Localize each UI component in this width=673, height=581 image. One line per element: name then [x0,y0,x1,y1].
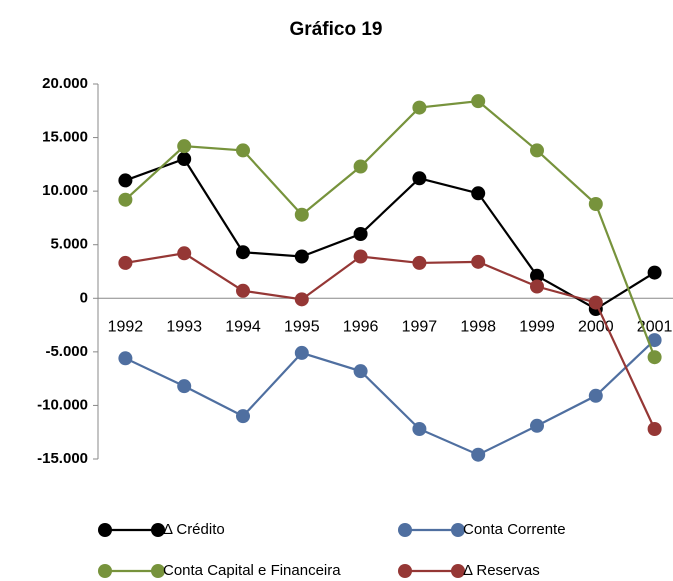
y-tick-label: -10.000 [37,396,88,413]
series-line [125,157,656,311]
marker [588,388,603,403]
marker [530,143,544,158]
marker [294,292,309,307]
y-tick-label: -15.000 [37,450,88,467]
marker [118,255,133,270]
marker [236,409,250,424]
x-tick-label: 1993 [166,319,202,336]
y-tick-label: 5.000 [50,236,88,253]
marker [530,418,544,433]
legend-marker [151,523,165,537]
y-tick-label: 0 [80,289,88,306]
x-tick-label: 1992 [108,319,144,336]
legend-label: Conta Corrente [463,521,566,538]
marker [236,283,250,298]
series-line [124,339,656,456]
x-tick-label: 1997 [402,319,438,336]
marker [177,152,192,166]
legend-marker [451,564,465,578]
chart-title: Gráfico 19 [290,19,383,40]
marker [471,254,486,269]
marker [588,295,603,310]
legend-marker [451,523,465,537]
marker [353,249,368,264]
marker [177,139,192,154]
legend-label: Δ Crédito [163,521,225,538]
legend-marker [398,523,412,537]
marker [647,422,662,436]
marker [236,245,250,260]
marker [353,159,368,174]
marker [471,447,486,462]
legend-marker [98,564,112,578]
marker [588,197,603,211]
x-tick-label: 1999 [519,319,555,336]
marker [294,207,309,222]
marker [412,171,427,186]
marker [353,227,368,241]
marker [471,94,486,109]
marker [530,279,544,294]
marker [236,143,250,158]
series-line [125,252,656,430]
marker [471,186,486,201]
marker [530,268,544,283]
legend-marker [98,523,112,537]
x-tick-label: 1994 [225,319,261,336]
legend-label: Conta Capital e Financeira [163,562,341,579]
legend-label: Δ Reservas [463,562,540,579]
y-tick-label: -5.000 [45,343,88,360]
marker [353,364,368,379]
series-line [124,99,656,358]
marker [177,379,192,394]
marker [118,173,133,188]
x-tick-label: 1995 [284,319,320,336]
marker [294,345,309,360]
marker [647,265,662,280]
x-tick-label: 1998 [460,319,496,336]
y-tick-label: 10.000 [42,182,88,199]
legend-marker [151,564,165,578]
x-tick-label: 1996 [343,319,379,336]
marker [647,350,662,365]
y-tick-label: 20.000 [42,75,88,92]
marker [412,422,427,436]
marker [412,255,427,270]
marker [118,192,133,207]
marker [412,100,427,115]
y-tick-label: 15.000 [42,129,88,146]
legend-marker [398,564,412,578]
marker [118,351,133,366]
marker [294,249,309,264]
marker [177,246,192,261]
marker [647,333,662,348]
